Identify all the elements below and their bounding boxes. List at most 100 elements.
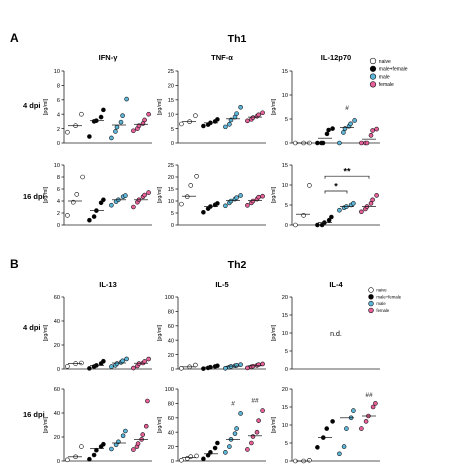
y-tick-label-b-16-dpi-il-13: 0 [57,459,60,465]
point-naive-b-16-dpi-il-4 [307,457,312,463]
point-male-female-a-4-dpi-il-12p70 [320,140,326,146]
point-male-female-a-4-dpi-ifn [101,107,106,113]
y-tick-label-a-16-dpi-il-12p70: 15 [282,163,288,169]
panel-letter-b: B [10,257,19,271]
point-male-female-a-4-dpi-il-12p70 [324,131,330,137]
point-male-female-a-4-dpi-tnf [215,117,220,122]
point-naive-a-16-dpi-tnf [179,201,184,207]
significance-label-b-16-dpi-il-5: # [231,400,235,407]
point-male-female-b-16-dpi-il-4 [330,419,335,424]
point-male-a-4-dpi-ifn [124,96,129,102]
y-axis-label-b-4-dpi-il-5: [pg/ml] [157,324,163,341]
legend-label-male-female: male+female [379,67,408,73]
point-male-b-16-dpi-il-5 [227,444,232,449]
y-tick-label-a-4-dpi-tnf: 15 [168,98,174,104]
subplot-title-a-4-dpi-ifn: IFN-γ [99,53,119,62]
point-female-b-4-dpi-il-13 [142,359,147,364]
point-male-b-16-dpi-il-4 [341,444,347,449]
point-male-female-b-16-dpi-il-4 [324,426,330,431]
legend-marker-male-female [369,65,377,72]
point-male-b-4-dpi-il-5 [223,365,228,371]
point-male-a-4-dpi-tnf [227,121,232,127]
y-tick-label-b-16-dpi-il-4: 20 [282,387,288,393]
point-male-b-16-dpi-il-13 [123,428,128,434]
point-male-a-16-dpi-il-12p70 [351,201,356,206]
point-male-b-16-dpi-il-13 [109,446,114,452]
row-label-b-16dpi: 16 dpi [23,410,45,419]
subplot-a-4-dpi-tnf: TNF-α 0 5 10 15 20 25 [pg/ml] [157,53,266,147]
point-male-female-a-4-dpi-tnf [201,123,206,129]
point-female-a-16-dpi-ifn [131,204,136,210]
legend-label-male: male [379,74,390,80]
point-male-a-16-dpi-tnf [234,195,239,200]
point-female-b-4-dpi-il-5 [250,363,256,369]
legend-marker-male [369,73,377,80]
legend-label-male: male [376,301,386,306]
point-naive-b-16-dpi-il-13 [65,457,70,463]
y-tick-label-b-16-dpi-il-5: 100 [165,387,174,393]
y-tick-label-b-16-dpi-il-5: 40 [168,430,174,436]
point-naive-b-16-dpi-il-5 [179,457,184,463]
y-tick-label-a-4-dpi-tnf: 25 [168,69,174,75]
y-tick-label-a-4-dpi-tnf: 0 [171,141,174,147]
subplot-a-16-dpi-ifn: 0 2 4 6 8 10 [pg/ml] [43,163,152,229]
y-tick-label-a-4-dpi-ifn: 2 [57,127,60,133]
point-male-b-16-dpi-il-4 [351,408,356,413]
point-male-b-16-dpi-il-5 [223,450,228,455]
point-male-female-a-16-dpi-tnf [201,209,206,215]
significance-bracket-a-16-dpi-il-12p70 [324,175,370,179]
subplot-title-a-4-dpi-il-12p70: IL-12p70 [321,53,351,62]
point-male-female-b-16-dpi-il-5 [215,440,220,446]
significance-label-b-16-dpi-il-5: ## [251,398,259,405]
y-tick-label-a-16-dpi-ifn: 8 [57,175,60,181]
plot-area: IFN-γ0246810[pg/ml]TNF-α0510152025[pg/ml… [43,53,380,465]
point-naive-a-16-dpi-ifn [80,174,85,180]
subplot-a-16-dpi-tnf: 0 5 10 15 20 25 [pg/ml] [157,163,266,229]
point-male-b-4-dpi-il-13 [120,358,125,364]
point-female-a-4-dpi-ifn [131,128,136,134]
subplot-b-16-dpi-il-13: 0 20 40 60 [pg/ml] [43,387,152,465]
point-female-b-16-dpi-il-5 [249,440,254,446]
point-male-b-16-dpi-il-5 [234,426,239,431]
point-male-b-4-dpi-il-13 [114,361,120,366]
point-female-b-16-dpi-il-13 [143,423,149,429]
y-tick-label-a-16-dpi-il-12p70: 0 [285,223,288,229]
legend-marker-female [368,307,374,314]
subplot-b-16-dpi-il-4: 0 5 10 15 20 [pg/ml] ## [271,387,380,465]
point-male-female-a-16-dpi-tnf [215,201,220,206]
point-male-b-16-dpi-il-5 [232,431,238,436]
point-female-a-16-dpi-ifn [146,190,151,195]
point-male-b-4-dpi-il-13 [124,356,129,362]
y-tick-label-a-16-dpi-ifn: 10 [54,163,60,169]
row-label-a-16dpi: 16 dpi [23,192,45,201]
point-male-female-b-4-dpi-il-5 [201,366,206,371]
y-tick-label-b-16-dpi-il-13: 40 [54,411,60,417]
point-male-female-b-16-dpi-il-5 [208,450,213,455]
y-tick-label-a-4-dpi-il-12p70: 15 [282,69,288,75]
point-female-b-16-dpi-il-4 [359,426,364,431]
point-naive-a-16-dpi-ifn [74,192,80,197]
y-tick-label-a-16-dpi-ifn: 6 [57,187,60,193]
subplot-a-4-dpi-ifn: IFN-γ 0 2 4 6 8 10 [pg/ml] [43,53,152,147]
point-male-a-4-dpi-ifn [109,135,114,141]
y-tick-label-b-4-dpi-il-13: 40 [54,319,60,325]
point-female-a-4-dpi-il-12p70 [364,140,370,146]
point-naive-a-4-dpi-tnf [193,113,198,118]
point-male-a-4-dpi-tnf [223,124,228,130]
point-male-female-b-16-dpi-il-5 [212,445,218,451]
point-male-female-a-16-dpi-ifn [91,214,97,219]
point-male-female-b-16-dpi-il-13 [91,452,97,458]
y-tick-label-b-16-dpi-il-4: 15 [282,405,288,411]
y-axis-label-b-4-dpi-il-13: [pg/ml] [43,324,49,341]
y-tick-label-a-4-dpi-ifn: 0 [57,141,60,147]
point-female-a-4-dpi-tnf [256,112,261,118]
point-female-b-16-dpi-il-13 [131,447,136,452]
legend-label-female: female [376,308,390,313]
point-male-a-16-dpi-tnf [223,203,228,209]
significance-label-b-16-dpi-il-4: ## [365,392,373,399]
point-female-a-4-dpi-tnf [245,118,250,124]
y-tick-label-b-16-dpi-il-5: 60 [168,416,174,422]
y-axis-label-a-4-dpi-il-12p70: [pg/ml] [271,98,277,115]
point-male-female-b-16-dpi-il-4 [315,445,320,450]
